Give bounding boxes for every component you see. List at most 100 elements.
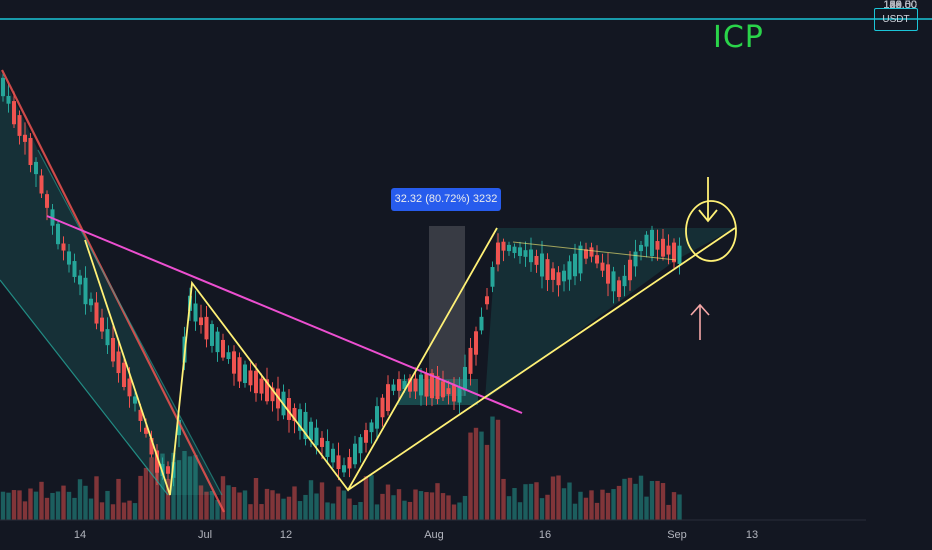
volume-bar <box>50 492 55 520</box>
candle-body <box>23 134 27 142</box>
arrow-up-icon <box>690 303 710 340</box>
candle-body <box>155 450 159 473</box>
volume-bar <box>413 489 418 520</box>
time-axis[interactable]: 14 Jul 12 Aug 16 Sep 13 <box>0 519 866 541</box>
volume-bar <box>149 457 154 520</box>
price-axis-tick: 160.00 <box>883 0 917 11</box>
volume-bar <box>154 458 160 520</box>
volume-bar <box>44 497 50 520</box>
volume-bar <box>418 491 424 520</box>
candle-body <box>254 370 258 394</box>
candle-body <box>611 271 616 292</box>
volume-bar <box>479 431 484 520</box>
candle-body <box>633 251 638 267</box>
candle-body <box>215 331 220 353</box>
volume-bar <box>627 477 633 520</box>
candle-body <box>600 262 605 271</box>
candle-body <box>210 324 214 346</box>
candle-body <box>490 267 495 287</box>
candle-body <box>655 241 660 250</box>
volume-bar <box>314 493 319 520</box>
volume-bar <box>391 495 396 520</box>
candle-body <box>232 351 236 374</box>
time-axis-tick: 12 <box>280 529 292 541</box>
volume-bar <box>204 491 209 520</box>
candle-body <box>606 264 610 284</box>
candle-body <box>39 175 44 194</box>
candle-body <box>265 379 269 402</box>
volume-bar <box>220 476 226 520</box>
candle-body <box>369 422 374 433</box>
yellow-ascending-support <box>347 227 736 491</box>
volume-bar <box>347 498 352 520</box>
candle-body <box>551 268 555 280</box>
volume-bar <box>435 483 440 520</box>
candle-body <box>402 381 407 389</box>
candle-body <box>534 255 539 265</box>
candle-body <box>320 437 324 447</box>
volume-bar <box>380 493 385 520</box>
volume-bar <box>330 503 336 520</box>
candle-body <box>391 384 396 391</box>
candle-body <box>122 362 126 387</box>
price-axis[interactable]: 160.00140.00120.00100.0080.0060.0052.504… <box>883 0 917 11</box>
volume-bar <box>363 476 369 520</box>
volume-bar <box>121 502 127 520</box>
price-axis-tick: 60.00 <box>889 0 917 11</box>
candle-body <box>435 375 440 400</box>
candle-body <box>226 352 231 360</box>
volume-bar <box>407 501 413 520</box>
volume-bar <box>182 450 187 520</box>
candle-body <box>364 430 368 443</box>
candle-body <box>270 387 275 402</box>
candle-body <box>138 409 143 421</box>
volume-bar <box>512 488 517 520</box>
price-axis-tick: 44.50 <box>889 0 917 11</box>
candle-body <box>424 373 429 397</box>
volume-bar <box>616 485 622 520</box>
candle-body <box>89 298 93 306</box>
price-axis-tick: 33.50 <box>889 0 917 11</box>
volume-bar <box>358 502 363 520</box>
candle-body <box>259 378 264 394</box>
candle-body <box>309 421 313 441</box>
volume-bar <box>660 483 666 520</box>
candle-body <box>452 384 456 402</box>
candle-body <box>446 388 451 395</box>
candle-body <box>303 411 308 440</box>
volume-bar <box>336 486 341 520</box>
candle-body <box>512 246 517 253</box>
candle-body <box>386 384 390 412</box>
volume-bar <box>451 504 457 520</box>
candle-body <box>353 443 357 465</box>
candle-body <box>1 77 5 97</box>
volume-bar <box>259 504 264 520</box>
candle-body <box>199 317 203 326</box>
candle-body <box>45 194 49 208</box>
price-axis-tick: 38.50 <box>889 0 917 11</box>
candle-body <box>331 448 335 463</box>
volume-bar <box>132 503 138 520</box>
volume-bar <box>193 455 198 520</box>
descending-channel-fill <box>0 70 222 495</box>
candle-body <box>556 272 561 286</box>
volume-bar <box>495 419 501 520</box>
price-axis-tick: 140.00 <box>883 0 917 11</box>
volume-bar <box>600 489 605 520</box>
currency-badge[interactable]: USDT <box>874 8 918 31</box>
candle-body <box>496 242 500 265</box>
candle-body <box>292 407 297 422</box>
volume-bar <box>556 475 561 520</box>
candle-body <box>221 339 225 358</box>
volume-bar <box>105 490 110 520</box>
candle-body <box>595 255 599 264</box>
candle-body <box>61 243 66 251</box>
volume-bar <box>644 496 649 520</box>
volume-bar <box>17 490 22 520</box>
price-axis-tick: 80.00 <box>889 0 917 11</box>
candle-body <box>518 247 522 256</box>
volume-bar <box>226 485 231 520</box>
